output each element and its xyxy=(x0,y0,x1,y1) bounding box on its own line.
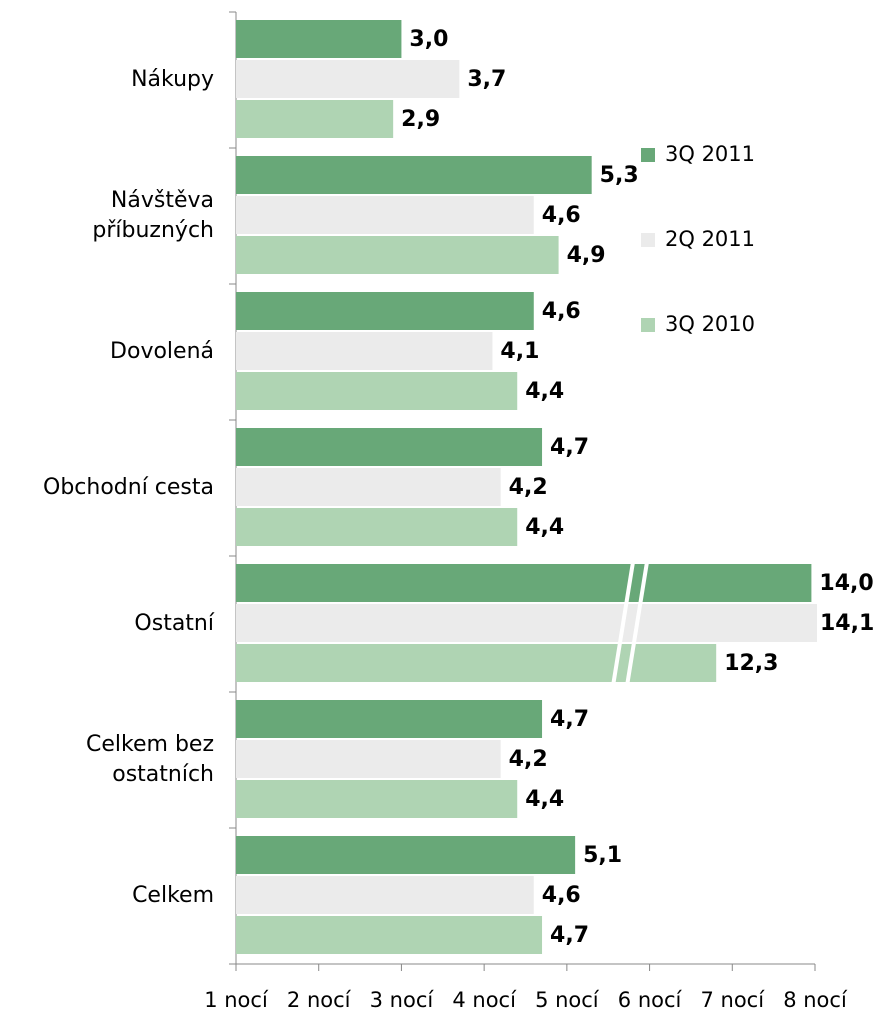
category-label: Návštěva příbuzných xyxy=(92,188,214,243)
x-tick-label: 2 nocí xyxy=(287,988,352,1009)
bar xyxy=(236,644,717,682)
value-label: 4,9 xyxy=(567,243,606,268)
x-tick-label: 8 nocí xyxy=(783,988,848,1009)
legend-label: 3Q 2011 xyxy=(665,142,755,166)
bar xyxy=(236,292,534,330)
legend-label: 3Q 2010 xyxy=(665,312,755,336)
value-label: 14,1 xyxy=(820,611,874,636)
legend-label: 2Q 2011 xyxy=(665,227,755,251)
x-tick-label: 6 nocí xyxy=(618,988,683,1009)
value-label: 4,4 xyxy=(525,379,564,404)
x-tick-label: 1 nocí xyxy=(204,988,269,1009)
category-label: Celkem xyxy=(132,883,214,908)
value-label: 4,7 xyxy=(550,435,589,460)
value-label: 5,1 xyxy=(583,843,622,868)
value-label: 4,6 xyxy=(542,883,581,908)
bar xyxy=(236,780,518,818)
category-label: Ostatní xyxy=(134,611,214,636)
bar xyxy=(236,196,534,234)
category-label: Obchodní cesta xyxy=(43,475,214,500)
bar xyxy=(236,236,559,274)
value-label: 4,4 xyxy=(525,515,564,540)
x-tick-label: 7 nocí xyxy=(700,988,765,1009)
value-label: 3,7 xyxy=(467,67,506,92)
bar xyxy=(236,60,460,98)
legend-swatch xyxy=(641,233,655,247)
bar xyxy=(236,876,534,914)
bar xyxy=(236,332,493,370)
bar xyxy=(236,468,501,506)
axis-break xyxy=(625,561,649,687)
bar xyxy=(236,428,543,466)
bar xyxy=(236,100,394,138)
legend-swatch xyxy=(641,148,655,162)
value-label: 4,2 xyxy=(509,747,548,772)
bar xyxy=(236,372,518,410)
bar xyxy=(236,156,592,194)
value-label: 4,6 xyxy=(542,203,581,228)
axis-break xyxy=(611,561,635,687)
category-label: Nákupy xyxy=(131,67,214,92)
x-tick-label: 5 nocí xyxy=(535,988,600,1009)
value-label: 5,3 xyxy=(600,163,639,188)
value-label: 4,2 xyxy=(509,475,548,500)
legend-swatch xyxy=(641,318,655,332)
value-label: 2,9 xyxy=(401,107,440,132)
bar xyxy=(236,700,543,738)
bar xyxy=(236,916,543,954)
value-label: 4,7 xyxy=(550,707,589,732)
value-label: 14,0 xyxy=(819,571,873,596)
value-label: 3,0 xyxy=(409,27,448,52)
category-label: Dovolená xyxy=(110,339,214,364)
value-label: 4,4 xyxy=(525,787,564,812)
bar xyxy=(236,508,518,546)
x-tick-label: 3 nocí xyxy=(370,988,435,1009)
bar xyxy=(236,564,812,602)
bar xyxy=(236,740,501,778)
value-label: 4,6 xyxy=(542,299,581,324)
value-label: 4,7 xyxy=(550,923,589,948)
bar xyxy=(236,604,817,642)
value-label: 4,1 xyxy=(500,339,539,364)
x-tick-label: 4 nocí xyxy=(452,988,517,1009)
category-label: Celkem bez ostatních xyxy=(86,732,214,787)
value-label: 12,3 xyxy=(724,651,778,676)
bar xyxy=(236,836,576,874)
bar xyxy=(236,20,402,58)
